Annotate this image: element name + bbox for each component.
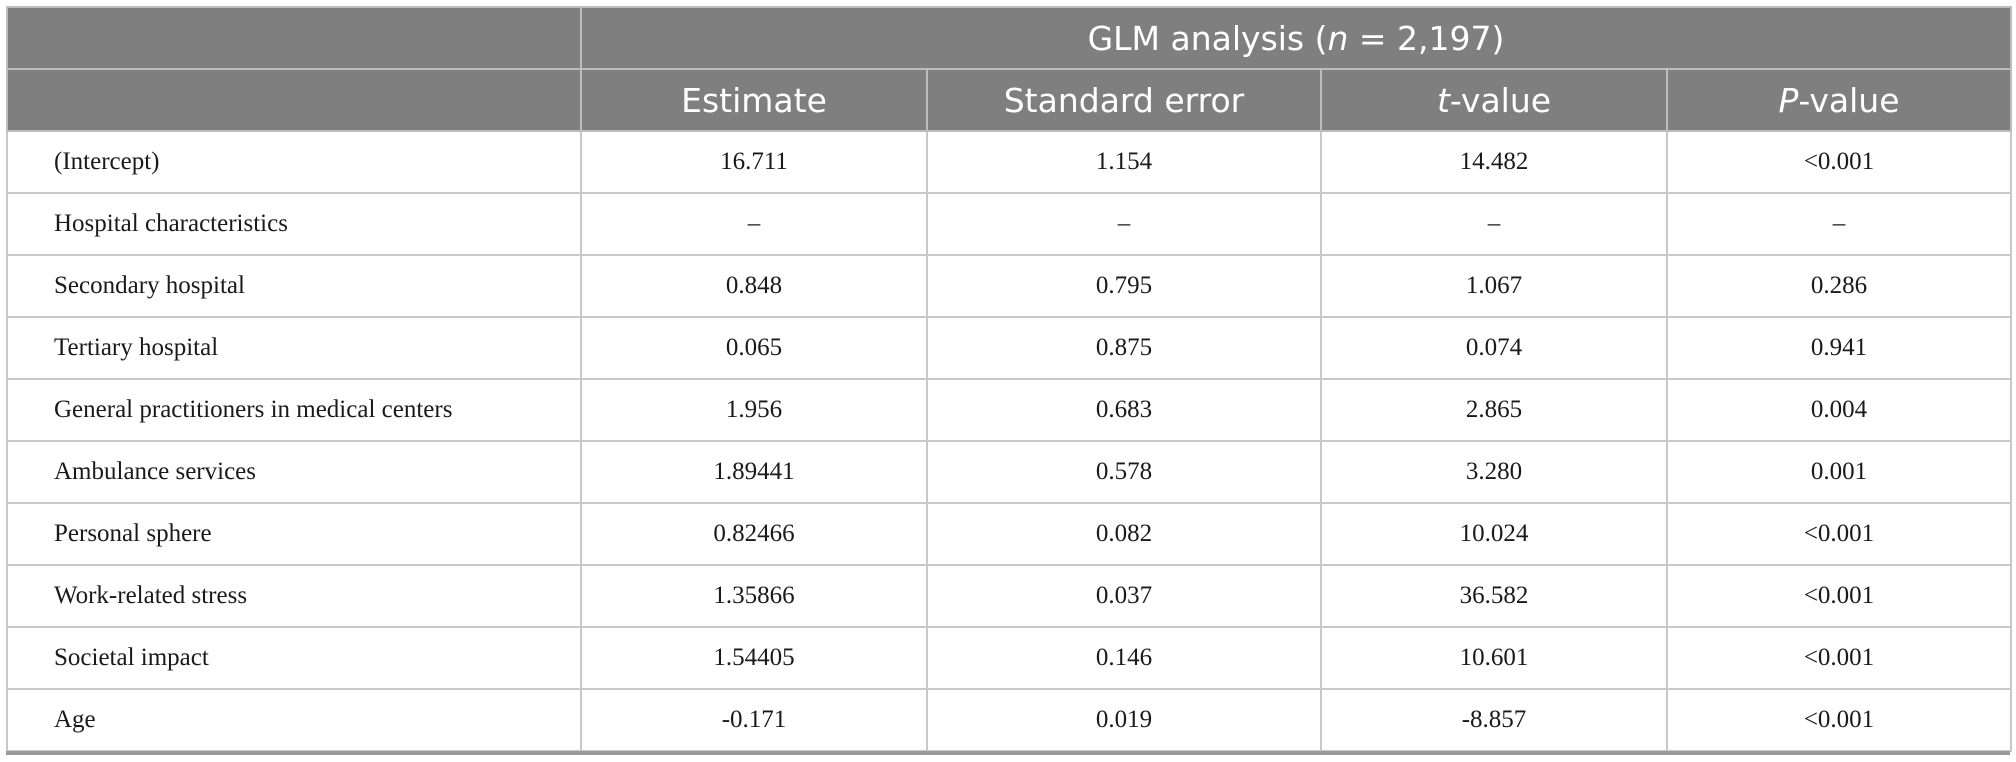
- row-label: Work-related stress: [6, 564, 582, 628]
- estimate-cell: 0.065: [580, 316, 928, 380]
- header-empty-cell: [6, 6, 582, 70]
- standard-error-cell: 0.146: [926, 626, 1322, 690]
- table-row: Tertiary hospital 0.065 0.875 0.074 0.941: [6, 316, 2012, 380]
- p-value-cell: –: [1666, 192, 2012, 256]
- header-row-group: GLM analysis (n = 2,197): [6, 6, 2012, 70]
- table-row: Personal sphere 0.82466 0.082 10.024 <0.001: [6, 502, 2012, 566]
- group-title-n: n: [1327, 18, 1349, 58]
- row-label: Ambulance services: [6, 440, 582, 504]
- table-bottom-rule: [6, 751, 2010, 755]
- estimate-cell: 0.848: [580, 254, 928, 318]
- t-value-cell: 3.280: [1320, 440, 1668, 504]
- group-title-prefix: GLM analysis (: [1087, 18, 1328, 58]
- table-row: Societal impact 1.54405 0.146 10.601 <0.001: [6, 626, 2012, 690]
- estimate-cell: 0.82466: [580, 502, 928, 566]
- standard-error-cell: 0.795: [926, 254, 1322, 318]
- table-row: Secondary hospital 0.848 0.795 1.067 0.286: [6, 254, 2012, 318]
- table-row: Hospital characteristics – – – –: [6, 192, 2012, 256]
- p-value-cell: <0.001: [1666, 564, 2012, 628]
- col-header-p-value: P-value: [1666, 68, 2012, 132]
- table-row: General practitioners in medical centers…: [6, 378, 2012, 442]
- p-value-cell: 0.004: [1666, 378, 2012, 442]
- estimate-cell: 16.711: [580, 130, 928, 194]
- row-label: General practitioners in medical centers: [6, 378, 582, 442]
- col-header-estimate: Estimate: [580, 68, 928, 132]
- p-italic: P: [1778, 80, 1799, 120]
- row-label: Secondary hospital: [6, 254, 582, 318]
- p-value-cell: <0.001: [1666, 688, 2012, 752]
- glm-results-table: GLM analysis (n = 2,197) Estimate Standa…: [6, 6, 2012, 752]
- estimate-cell: 1.956: [580, 378, 928, 442]
- estimate-cell: 1.35866: [580, 564, 928, 628]
- table-row: (Intercept) 16.711 1.154 14.482 <0.001: [6, 130, 2012, 194]
- t-value-cell: 36.582: [1320, 564, 1668, 628]
- col-header-standard-error: Standard error: [926, 68, 1322, 132]
- t-value-cell: –: [1320, 192, 1668, 256]
- p-value-cell: 0.941: [1666, 316, 2012, 380]
- estimate-cell: 1.89441: [580, 440, 928, 504]
- header-empty-cell-2: [6, 68, 582, 132]
- estimate-cell: -0.171: [580, 688, 928, 752]
- standard-error-cell: 0.875: [926, 316, 1322, 380]
- p-value-cell: 0.286: [1666, 254, 2012, 318]
- t-value-cell: 14.482: [1320, 130, 1668, 194]
- p-rest: -value: [1798, 80, 1900, 120]
- table-header: GLM analysis (n = 2,197) Estimate Standa…: [6, 6, 2012, 132]
- row-label: Personal sphere: [6, 502, 582, 566]
- row-label: Age: [6, 688, 582, 752]
- table-body: (Intercept) 16.711 1.154 14.482 <0.001 Hospit…: [6, 130, 2012, 752]
- table-row: Age -0.171 0.019 -8.857 <0.001: [6, 688, 2012, 752]
- t-italic: t: [1436, 80, 1450, 120]
- estimate-cell: 1.54405: [580, 626, 928, 690]
- t-value-cell: 10.024: [1320, 502, 1668, 566]
- standard-error-cell: –: [926, 192, 1322, 256]
- standard-error-cell: 0.683: [926, 378, 1322, 442]
- p-value-cell: <0.001: [1666, 626, 2012, 690]
- t-rest: -value: [1449, 80, 1552, 120]
- t-value-cell: 0.074: [1320, 316, 1668, 380]
- row-label: Hospital characteristics: [6, 192, 582, 256]
- header-row-columns: Estimate Standard error t-value P-value: [6, 68, 2012, 132]
- standard-error-cell: 0.578: [926, 440, 1322, 504]
- t-value-cell: 2.865: [1320, 378, 1668, 442]
- col-header-t-value: t-value: [1320, 68, 1668, 132]
- standard-error-cell: 0.037: [926, 564, 1322, 628]
- standard-error-cell: 0.019: [926, 688, 1322, 752]
- row-label: Tertiary hospital: [6, 316, 582, 380]
- row-label: Societal impact: [6, 626, 582, 690]
- p-value-cell: 0.001: [1666, 440, 2012, 504]
- group-header-glm-analysis: GLM analysis (n = 2,197): [580, 6, 2012, 70]
- t-value-cell: 1.067: [1320, 254, 1668, 318]
- standard-error-cell: 1.154: [926, 130, 1322, 194]
- standard-error-cell: 0.082: [926, 502, 1322, 566]
- glm-results-table-container: GLM analysis (n = 2,197) Estimate Standa…: [6, 6, 2012, 752]
- t-value-cell: -8.857: [1320, 688, 1668, 752]
- group-title-suffix: = 2,197): [1348, 18, 1505, 58]
- p-value-cell: <0.001: [1666, 130, 2012, 194]
- row-label: (Intercept): [6, 130, 582, 194]
- t-value-cell: 10.601: [1320, 626, 1668, 690]
- p-value-cell: <0.001: [1666, 502, 2012, 566]
- estimate-cell: –: [580, 192, 928, 256]
- table-row: Work-related stress 1.35866 0.037 36.582 <0.…: [6, 564, 2012, 628]
- table-row: Ambulance services 1.89441 0.578 3.280 0.001: [6, 440, 2012, 504]
